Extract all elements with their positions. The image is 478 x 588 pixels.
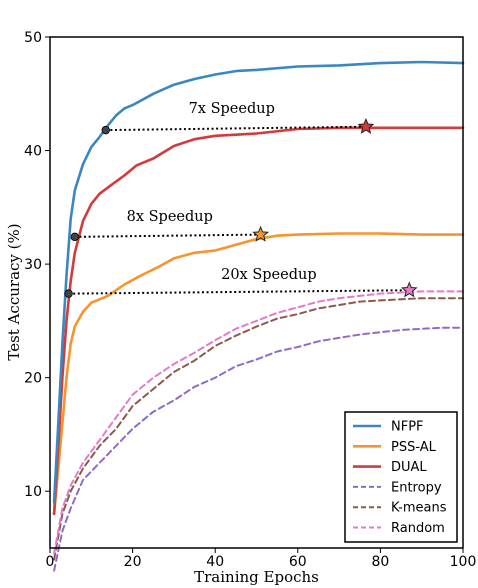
start-point-marker	[70, 232, 79, 242]
y-tick-label: 10	[24, 484, 42, 500]
series-line-entropy	[53, 326, 464, 572]
legend-label: Entropy	[391, 480, 442, 495]
legend: NFPF PSS-AL DUAL Entropy K-means Random	[344, 411, 458, 543]
x-tick-label: 60	[289, 554, 307, 570]
legend-label: Random	[391, 521, 445, 536]
star-marker	[357, 117, 375, 134]
legend-label: K-means	[391, 501, 447, 516]
y-tick-label: 40	[24, 144, 42, 160]
x-tick-label: 80	[371, 554, 389, 570]
x-axis-label: Training Epochs	[194, 568, 319, 586]
series-line-k-means	[53, 297, 464, 561]
y-axis-label: Test Accuracy (%)	[5, 223, 23, 360]
speedup-label: 8x Speedup	[127, 209, 213, 225]
series-line-pss-al	[52, 232, 465, 516]
axis-ticks: 0 20 40 60 80 100 10 20 30 40 50	[24, 30, 476, 570]
series-line-nfpf	[52, 60, 465, 504]
x-tick-label: 40	[206, 554, 224, 570]
speedup-label: 20x Speedup	[221, 267, 317, 283]
series-line-random	[53, 290, 464, 555]
start-point-marker	[101, 125, 110, 135]
speedup-arrow-line	[74, 233, 261, 238]
start-point-marker	[64, 289, 73, 298]
speedup-arrow-line	[105, 125, 366, 132]
plot-area	[52, 60, 465, 572]
y-tick-label: 20	[24, 371, 42, 387]
legend-label: PSS-AL	[391, 440, 437, 455]
legend-label: NFPF	[391, 420, 424, 435]
x-tick-label: 20	[124, 554, 142, 570]
star-marker	[400, 281, 418, 298]
y-tick-label: 50	[24, 30, 42, 46]
plot-frame	[49, 36, 464, 549]
star-marker	[252, 225, 270, 242]
y-tick-label: 30	[24, 257, 42, 273]
x-tick-label: 100	[450, 554, 477, 570]
speedup-annotations: 7x Speedup 8x Speedup 20x Speedup	[64, 101, 418, 298]
legend-box	[344, 411, 458, 543]
speedup-arrow-line	[68, 289, 410, 295]
legend-label: DUAL	[391, 460, 427, 475]
speedup-label: 7x Speedup	[189, 101, 275, 117]
x-tick-label: 0	[46, 554, 55, 570]
